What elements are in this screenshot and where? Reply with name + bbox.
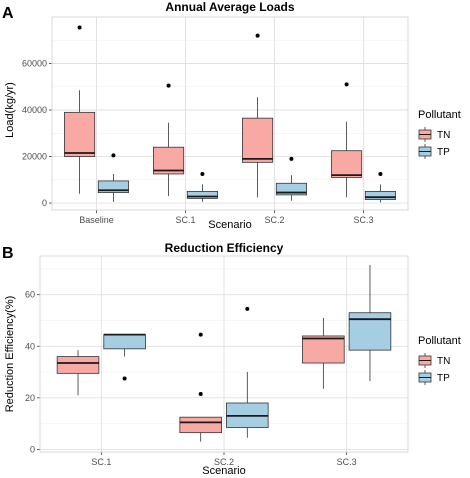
legend-item-tp: TP [418,370,450,385]
panel-label: A [2,5,14,22]
y-tick-label: 40000 [22,105,47,115]
legend-title: Pollutant [418,109,461,121]
x-tick-label: SC.3 [353,215,373,225]
outlier-point [344,82,349,87]
y-tick-label: 60000 [22,59,47,69]
x-tick-label: SC.3 [337,457,357,467]
legend: Pollutant TN TP [418,109,461,159]
box-tn-baseline [64,25,96,194]
chart-title: Annual Average Loads [165,0,294,14]
box-tn-sc1 [56,350,100,396]
box-tn-sc2 [179,332,222,442]
box-body [331,150,363,178]
panel-label: B [2,245,14,262]
legend-item-tn: TN [418,127,450,142]
legend-label: TP [437,373,450,384]
y-tick-label: 0 [42,198,47,208]
legend-label: TP [437,147,450,158]
y-axis-title: Reduction Efficiency(%) [4,296,16,413]
legend-label: TN [437,356,450,367]
legend-item-tp: TP [418,144,450,159]
outlier-point [245,306,250,311]
box-tn-sc3 [331,82,363,198]
x-tick-label: SC.1 [175,215,195,225]
box-tp-sc1 [103,333,146,381]
x-axis-title: Scenario [208,219,251,231]
box-body [275,182,307,196]
box-body [364,190,396,200]
y-tick-label: 0 [30,444,35,454]
box-tp-sc3 [364,171,396,203]
box-tn-sc2 [242,33,274,198]
outlier-point [200,171,205,176]
box-tn-sc3 [302,317,345,389]
legend-label: TN [437,130,450,141]
legend-title: Pollutant [418,335,461,347]
box-body [103,334,146,350]
outlier-point [111,153,116,158]
box-body [179,416,222,434]
box-body [64,111,96,157]
outlier-point [289,156,294,161]
box-tn-sc1 [153,83,185,197]
box-tp-sc2 [226,306,269,438]
box-tp-sc1 [186,171,218,202]
y-tick-label: 60 [25,290,35,300]
outlier-point [77,25,82,30]
box-body [97,180,129,193]
legend: Pollutant TN TP [418,335,461,385]
outlier-point [378,171,383,176]
box-body [56,356,100,374]
outlier-point [166,83,171,88]
box-body [153,146,185,175]
chart-panel-a: A Annual Average Loads 0 20000 40000 60000 Bas… [2,0,461,231]
plot-area-border [39,255,409,453]
y-tick-label: 20000 [22,152,47,162]
outlier-point [198,332,203,337]
x-tick-label: Baseline [79,215,114,225]
x-tick-label: SC.2 [264,215,284,225]
box-tp-sc2 [275,156,307,201]
box-body [186,190,218,199]
y-tick-label: 40 [25,341,35,351]
chart-title: Reduction Efficiency [165,241,284,255]
outlier-point [198,391,203,396]
y-tick-label: 20 [25,393,35,403]
plot-area-border [51,16,409,211]
box-body [242,117,274,163]
box-body [302,335,345,364]
x-axis-title: Scenario [202,465,245,477]
x-tick-label: SC.2 [214,457,234,467]
outlier-point [122,376,127,381]
y-axis-title: Load(kg/yr) [4,82,16,138]
chart-panel-b: B Reduction Efficiency 0 20 40 60 SC.1 SC.2 SC.3… [2,241,461,477]
legend-item-tn: TN [418,353,450,368]
x-tick-label: SC.1 [91,457,111,467]
box-tp-baseline [97,153,129,202]
outlier-point [255,33,260,38]
box-tp-sc3 [348,265,392,382]
